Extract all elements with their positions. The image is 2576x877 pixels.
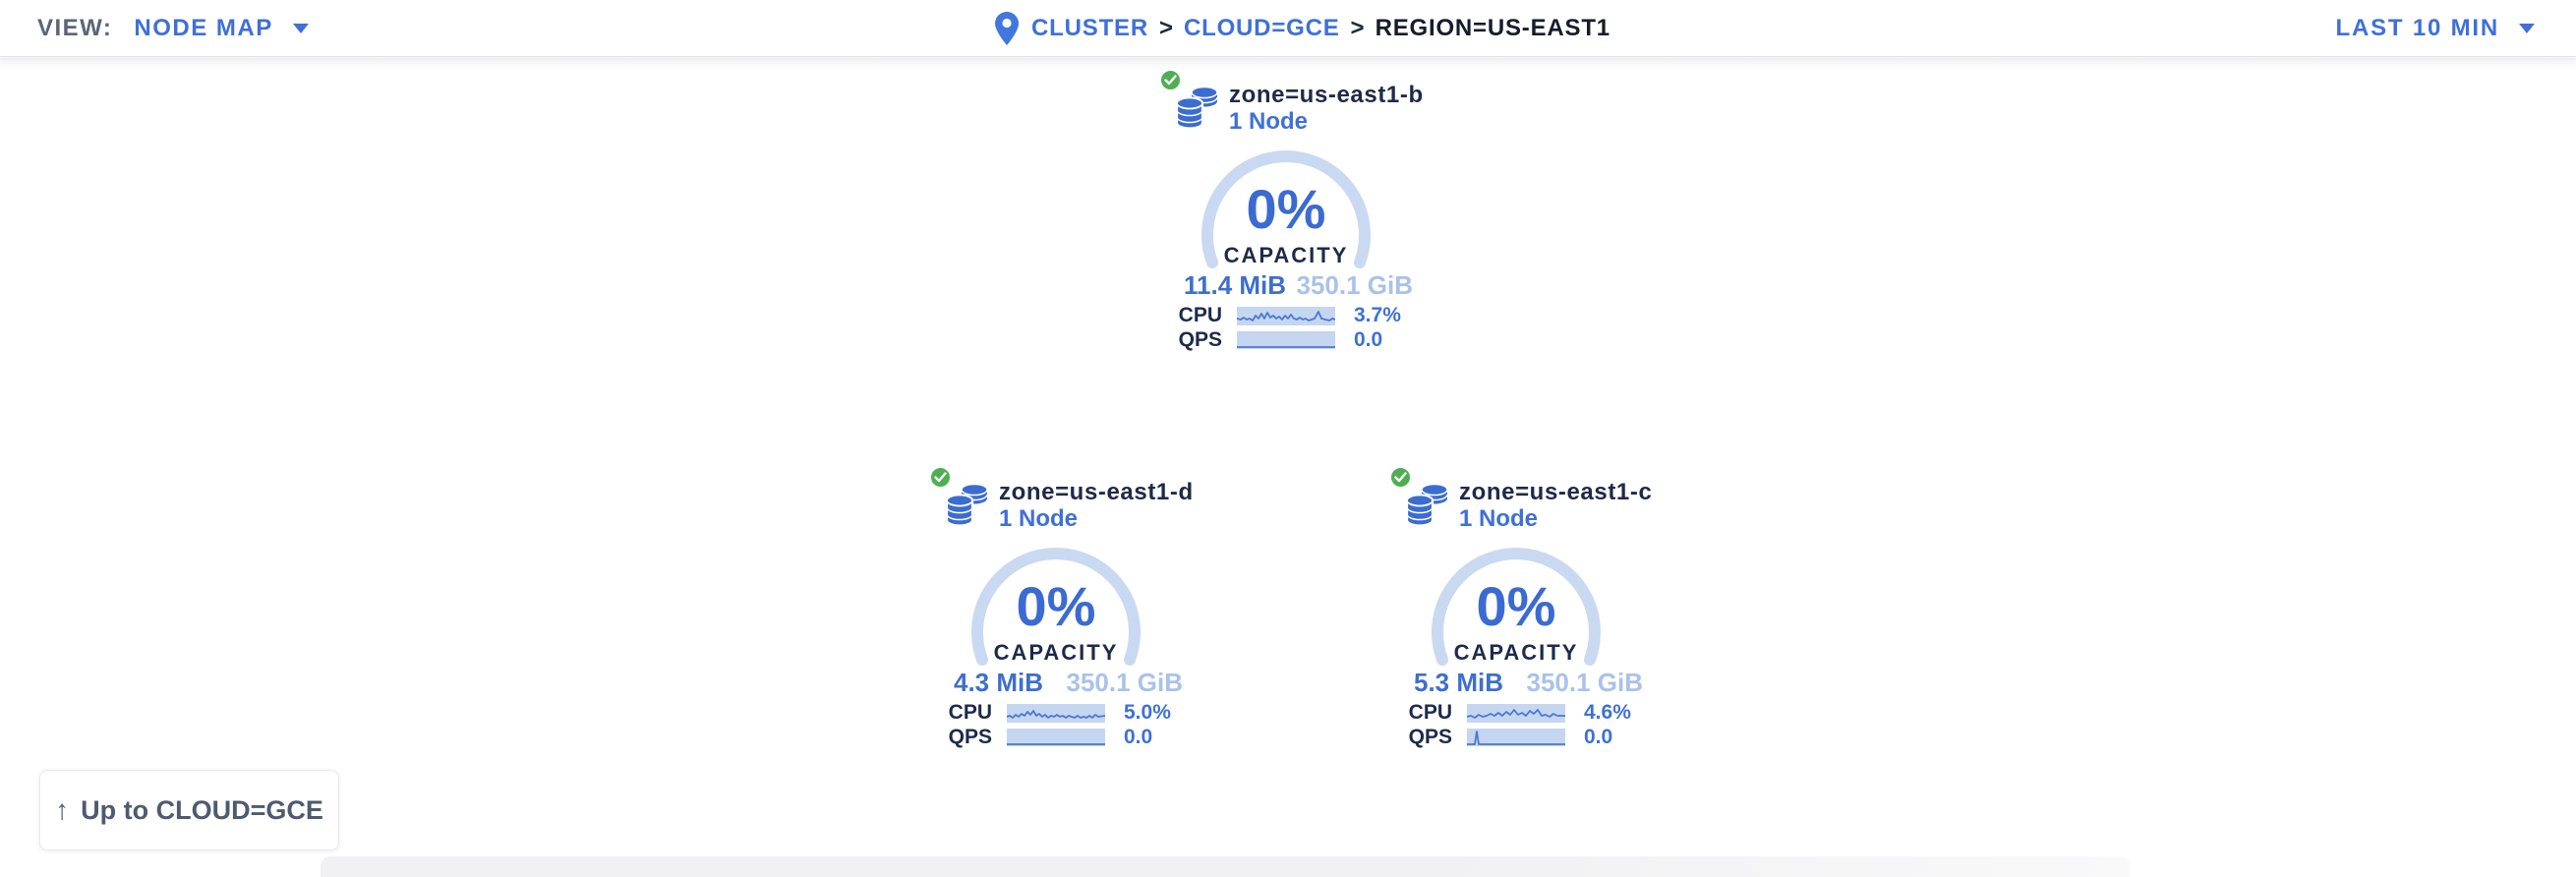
capacity-gauge-arc — [1432, 548, 1601, 666]
capacity-label: CAPACITY — [993, 640, 1119, 665]
zone-card-us-east1-d[interactable]: zone=us-east1-d 1 Node 0% CAPACITY 4.3 M… — [908, 462, 1203, 757]
capacity-used: 4.3 MiB — [954, 668, 1044, 697]
capacity-percent: 0% — [1016, 575, 1096, 637]
capacity-used: 5.3 MiB — [1414, 668, 1504, 697]
capacity-used: 11.4 MiB — [1184, 270, 1287, 300]
chevron-down-icon — [292, 24, 309, 33]
lower-panel-edge — [321, 856, 2130, 877]
cpu-sparkline — [1007, 703, 1105, 723]
qps-value: 0.0 — [1124, 726, 1153, 748]
qps-label: QPS — [948, 726, 992, 748]
breadcrumb-separator: > — [1350, 15, 1365, 41]
nodes-database-icon — [1175, 86, 1219, 136]
cpu-percent: 3.7% — [1354, 304, 1401, 326]
nodes-database-icon — [945, 483, 989, 533]
capacity-percent: 0% — [1246, 178, 1326, 240]
qps-sparkline — [1007, 729, 1105, 746]
location-pin-icon — [995, 12, 1020, 45]
node-map-canvas: zone=us-east1-b 1 Node 0% CAPACITY 11.4 … — [0, 58, 2576, 877]
view-label: VIEW: — [37, 15, 113, 41]
qps-label: QPS — [1178, 328, 1222, 351]
cpu-sparkline — [1467, 703, 1565, 723]
healthy-check-icon — [1389, 466, 1412, 489]
cpu-label: CPU — [1178, 304, 1222, 326]
qps-value: 0.0 — [1584, 726, 1613, 748]
cpu-sparkline — [1237, 306, 1335, 325]
header-shadow — [0, 58, 2576, 72]
time-range-value: LAST 10 MIN — [2335, 15, 2499, 41]
cpu-label: CPU — [1408, 701, 1452, 724]
breadcrumb-separator: > — [1158, 15, 1173, 41]
capacity-total: 350.1 GiB — [1066, 668, 1183, 697]
capacity-gauge-arc — [971, 548, 1141, 666]
breadcrumb: CLUSTER > CLOUD=GCE > REGION=US-EAST1 — [995, 0, 1610, 57]
nodes-database-icon — [1405, 483, 1449, 533]
cpu-label: CPU — [948, 701, 992, 724]
capacity-total: 350.1 GiB — [1296, 270, 1413, 300]
capacity-label: CAPACITY — [1453, 640, 1579, 665]
zone-node-count: 1 Node — [999, 505, 1079, 532]
healthy-check-icon — [1159, 69, 1182, 91]
qps-value: 0.0 — [1354, 328, 1383, 351]
zone-title: zone=us-east1-c — [1459, 479, 1653, 505]
capacity-label: CAPACITY — [1223, 243, 1349, 267]
qps-sparkline — [1467, 729, 1565, 746]
cpu-percent: 5.0% — [1124, 701, 1171, 724]
healthy-check-icon — [929, 466, 952, 489]
top-bar: VIEW: NODE MAP CLUSTER > CLOUD=GCE > REG… — [0, 0, 2576, 57]
zone-title: zone=us-east1-d — [999, 479, 1194, 505]
qps-sparkline — [1237, 331, 1335, 349]
breadcrumb-cloud-gce[interactable]: CLOUD=GCE — [1183, 15, 1340, 41]
zone-node-count: 1 Node — [1229, 108, 1309, 135]
up-button-label: Up to CLOUD=GCE — [81, 794, 323, 825]
capacity-total: 350.1 GiB — [1526, 668, 1643, 697]
view-mode-value: NODE MAP — [134, 15, 273, 41]
breadcrumb-cluster[interactable]: CLUSTER — [1031, 15, 1148, 41]
arrow-up-icon: ↑ — [55, 794, 70, 825]
qps-label: QPS — [1408, 726, 1452, 748]
zone-card-us-east1-b[interactable]: zone=us-east1-b 1 Node 0% CAPACITY 11.4 … — [1139, 65, 1434, 360]
cpu-percent: 4.6% — [1584, 701, 1631, 724]
zone-card-us-east1-c[interactable]: zone=us-east1-c 1 Node 0% CAPACITY 5.3 M… — [1369, 462, 1664, 757]
up-to-cloud-gce-button[interactable]: ↑ Up to CLOUD=GCE — [39, 770, 339, 850]
zone-node-count: 1 Node — [1459, 505, 1539, 532]
zone-title: zone=us-east1-b — [1229, 82, 1424, 108]
view-mode-dropdown[interactable]: NODE MAP — [134, 15, 309, 42]
time-range-dropdown[interactable]: LAST 10 MIN — [2336, 0, 2535, 57]
chevron-down-icon — [2519, 24, 2535, 33]
breadcrumb-region-current: REGION=US-EAST1 — [1375, 15, 1610, 41]
capacity-gauge-arc — [1201, 150, 1371, 268]
capacity-percent: 0% — [1476, 575, 1556, 637]
